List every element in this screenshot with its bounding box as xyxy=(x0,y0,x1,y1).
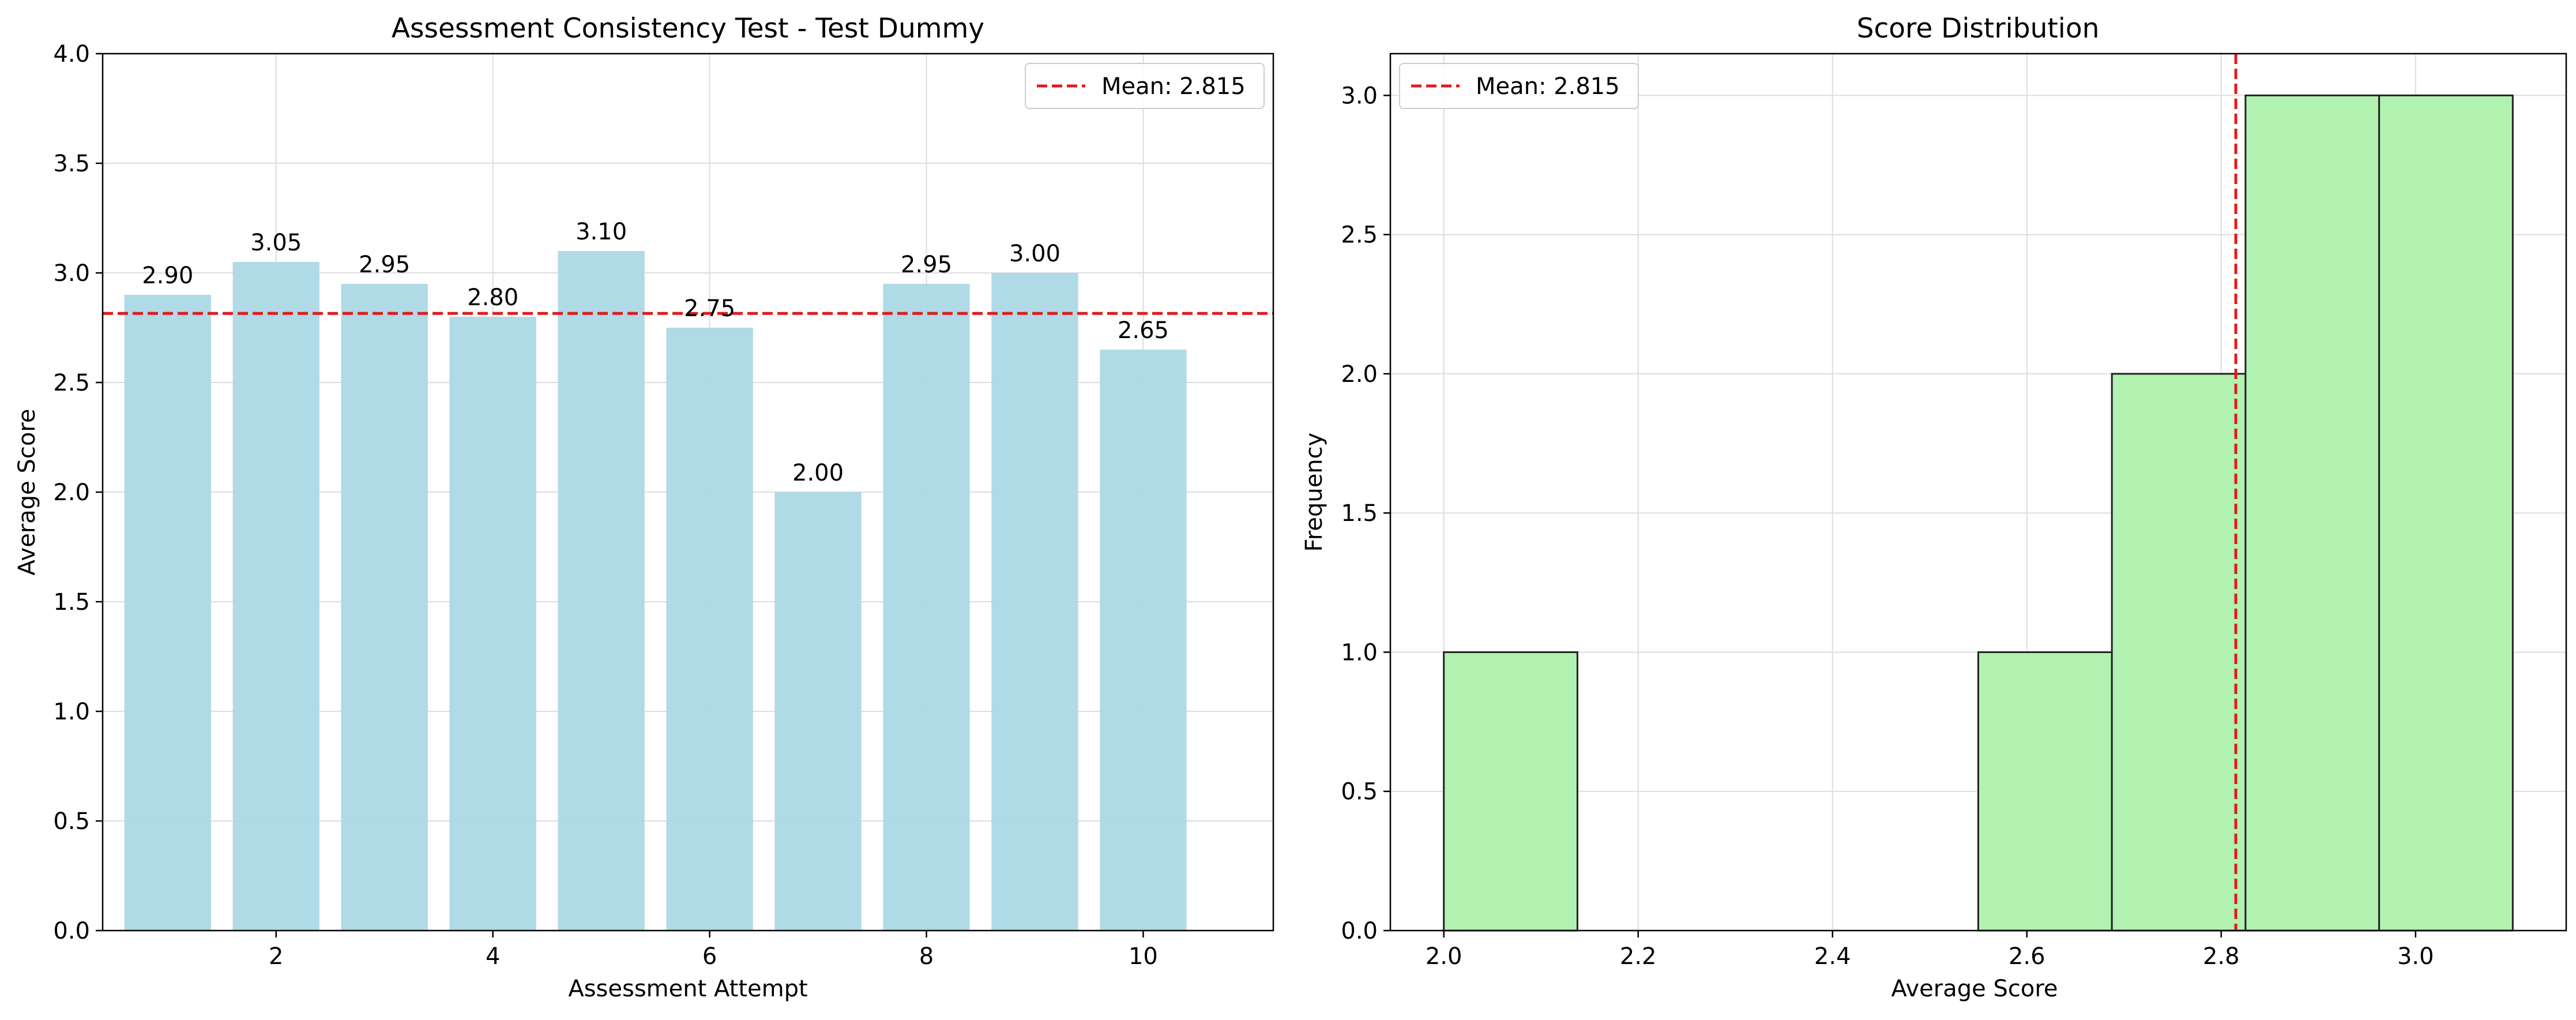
histogram-x-axis-label: Average Score xyxy=(1891,976,2058,1002)
bar-value-label: 2.95 xyxy=(359,252,410,278)
histogram-legend-box xyxy=(1399,63,1639,109)
histogram-y-tick-label: 2.0 xyxy=(1341,361,1378,388)
bar-chart-y-tick-label: 2.0 xyxy=(53,479,90,506)
bar-chart-x-tick-label: 2 xyxy=(269,943,283,970)
histogram-x-ticks: 2.0 2.2 2.4 2.6 2.8 3.0 xyxy=(1426,931,2434,970)
bar-value-label: 2.00 xyxy=(792,460,844,486)
bar-chart-x-tick-label: 10 xyxy=(1129,943,1158,970)
histogram-frame xyxy=(1389,52,2567,932)
bar-value-label: 2.65 xyxy=(1118,317,1169,344)
bar xyxy=(774,492,862,931)
bar-value-label: 2.75 xyxy=(684,295,735,322)
bar-chart-x-tick-label: 6 xyxy=(702,943,717,970)
histogram-x-tick-label: 2.8 xyxy=(2203,943,2240,970)
bar-chart-y-tick-label: 1.0 xyxy=(53,699,90,725)
histogram-panel: 2.0 2.2 2.4 2.6 2.8 3.0 0.0 0.5 1.0 1.5 2.0 2.5 3.0… xyxy=(1301,13,2567,1002)
histogram-title: Score Distribution xyxy=(1857,13,2100,44)
bar-value-label: 2.95 xyxy=(901,252,952,278)
bar xyxy=(991,273,1078,931)
histogram-legend-label: Mean: 2.815 xyxy=(1476,73,1620,100)
bar-chart-legend-box xyxy=(1025,63,1265,109)
bar-value-label: 2.90 xyxy=(142,262,193,289)
histogram-bin xyxy=(2378,94,2514,932)
bar xyxy=(341,284,428,931)
histogram-y-tick-label: 2.5 xyxy=(1341,222,1378,249)
bar-chart-y-ticks: 0.0 0.5 1.0 1.5 2.0 2.5 3.0 3.5 4.0 xyxy=(53,41,103,944)
histogram-x-tick-label: 2.0 xyxy=(1426,943,1462,970)
histogram-y-axis-label: Frequency xyxy=(1301,433,1328,552)
bar-chart-y-tick-label: 2.5 xyxy=(53,370,90,396)
histogram-y-ticks: 0.0 0.5 1.0 1.5 2.0 2.5 3.0 xyxy=(1341,82,1390,944)
bar xyxy=(666,328,753,931)
bar xyxy=(1100,350,1187,931)
histogram-y-tick-label: 0.5 xyxy=(1341,779,1378,805)
histogram-y-tick-label: 3.0 xyxy=(1341,82,1378,109)
bar-value-label: 3.10 xyxy=(576,219,627,245)
bar-chart-y-tick-label: 3.0 xyxy=(53,260,90,287)
histogram-bars xyxy=(1443,94,2514,932)
bar-chart-legend-label: Mean: 2.815 xyxy=(1101,73,1246,100)
bar xyxy=(883,284,970,931)
bar-chart-y-tick-label: 4.0 xyxy=(53,41,90,68)
bar-value-label: 3.00 xyxy=(1009,241,1061,267)
histogram-y-tick-label: 0.0 xyxy=(1341,918,1378,944)
bar-value-label: 2.80 xyxy=(467,284,518,311)
histogram-bin xyxy=(2244,94,2381,932)
histogram-x-tick-label: 2.4 xyxy=(1814,943,1851,970)
histogram-y-tick-label: 1.0 xyxy=(1341,639,1378,666)
histogram-bin xyxy=(2111,373,2247,932)
histogram-x-tick-label: 2.6 xyxy=(2009,943,2045,970)
histogram-bin xyxy=(1443,651,1578,932)
histogram-bin xyxy=(1977,651,2113,932)
histogram-x-tick-label: 3.0 xyxy=(2397,943,2434,970)
bar-chart-y-tick-label: 1.5 xyxy=(53,589,90,616)
histogram-y-tick-label: 1.5 xyxy=(1341,500,1378,527)
bar-chart-y-tick-label: 0.0 xyxy=(53,918,90,944)
bar-chart-x-axis-label: Assessment Attempt xyxy=(568,976,807,1002)
bar-chart-title: Assessment Consistency Test - Test Dummy xyxy=(392,13,984,44)
histogram-legend: Mean: 2.815 xyxy=(1399,63,1639,109)
bar-chart-y-tick-label: 3.5 xyxy=(53,151,90,177)
bar-chart-panel: 2.90 3.05 2.95 2.80 3.10 2.75 2.00 2.95 3.00 2.65… xyxy=(14,13,1274,1002)
bar-chart-y-axis-label: Average Score xyxy=(14,408,40,575)
bar-chart-bars xyxy=(124,251,1187,931)
bar-chart-y-tick-label: 0.5 xyxy=(53,808,90,835)
bar xyxy=(558,251,645,931)
bar-chart-legend: Mean: 2.815 xyxy=(1025,63,1265,109)
bar-chart-x-tick-label: 4 xyxy=(486,943,500,970)
bar-value-label: 3.05 xyxy=(250,230,302,256)
bar xyxy=(449,317,536,931)
histogram-x-tick-label: 2.2 xyxy=(1620,943,1657,970)
bar xyxy=(232,262,319,931)
bar-chart-value-labels: 2.90 3.05 2.95 2.80 3.10 2.75 2.00 2.95 3.00 2.65 xyxy=(142,219,1169,486)
bar xyxy=(124,295,211,931)
bar-chart-x-ticks: 2 4 6 8 10 xyxy=(269,931,1158,970)
bar-chart-x-tick-label: 8 xyxy=(919,943,934,970)
